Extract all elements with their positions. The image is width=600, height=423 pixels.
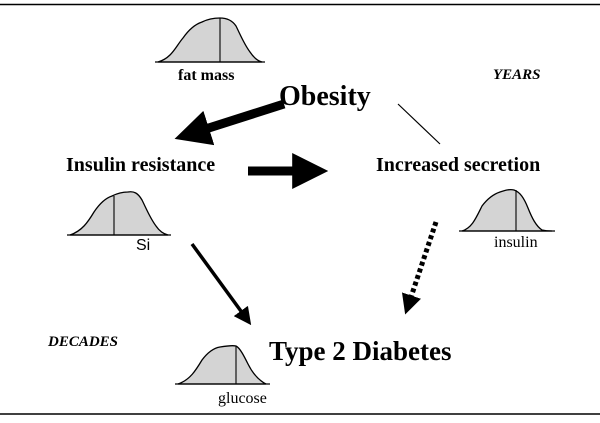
glucose-distribution bbox=[175, 344, 270, 385]
insulin-distribution bbox=[459, 188, 555, 232]
si-distribution bbox=[67, 191, 171, 236]
distribution-label-fat-mass: fat mass bbox=[178, 67, 235, 84]
fat-mass-distribution bbox=[155, 17, 265, 63]
node-increased-secretion: Increased secretion bbox=[376, 154, 541, 176]
arrow-insulin-resistance-to-diabetes bbox=[190, 242, 252, 326]
arrow-obesity-to-insulin-resistance bbox=[174, 99, 286, 146]
node-insulin-resistance: Insulin resistance bbox=[66, 154, 216, 176]
distribution-label-si: Si bbox=[136, 237, 151, 254]
distribution-label-insulin: insulin bbox=[494, 234, 538, 251]
node-obesity: Obesity bbox=[279, 81, 371, 112]
timescale-decades: DECADES bbox=[48, 334, 119, 350]
arrow-increased-secretion-to-diabetes bbox=[401, 221, 439, 315]
link-obesity-to-increased-secretion bbox=[397, 103, 441, 145]
timescale-years: YEARS bbox=[493, 67, 541, 83]
distribution-label-glucose: glucose bbox=[218, 390, 267, 407]
node-type-2-diabetes: Type 2 Diabetes bbox=[269, 336, 452, 366]
